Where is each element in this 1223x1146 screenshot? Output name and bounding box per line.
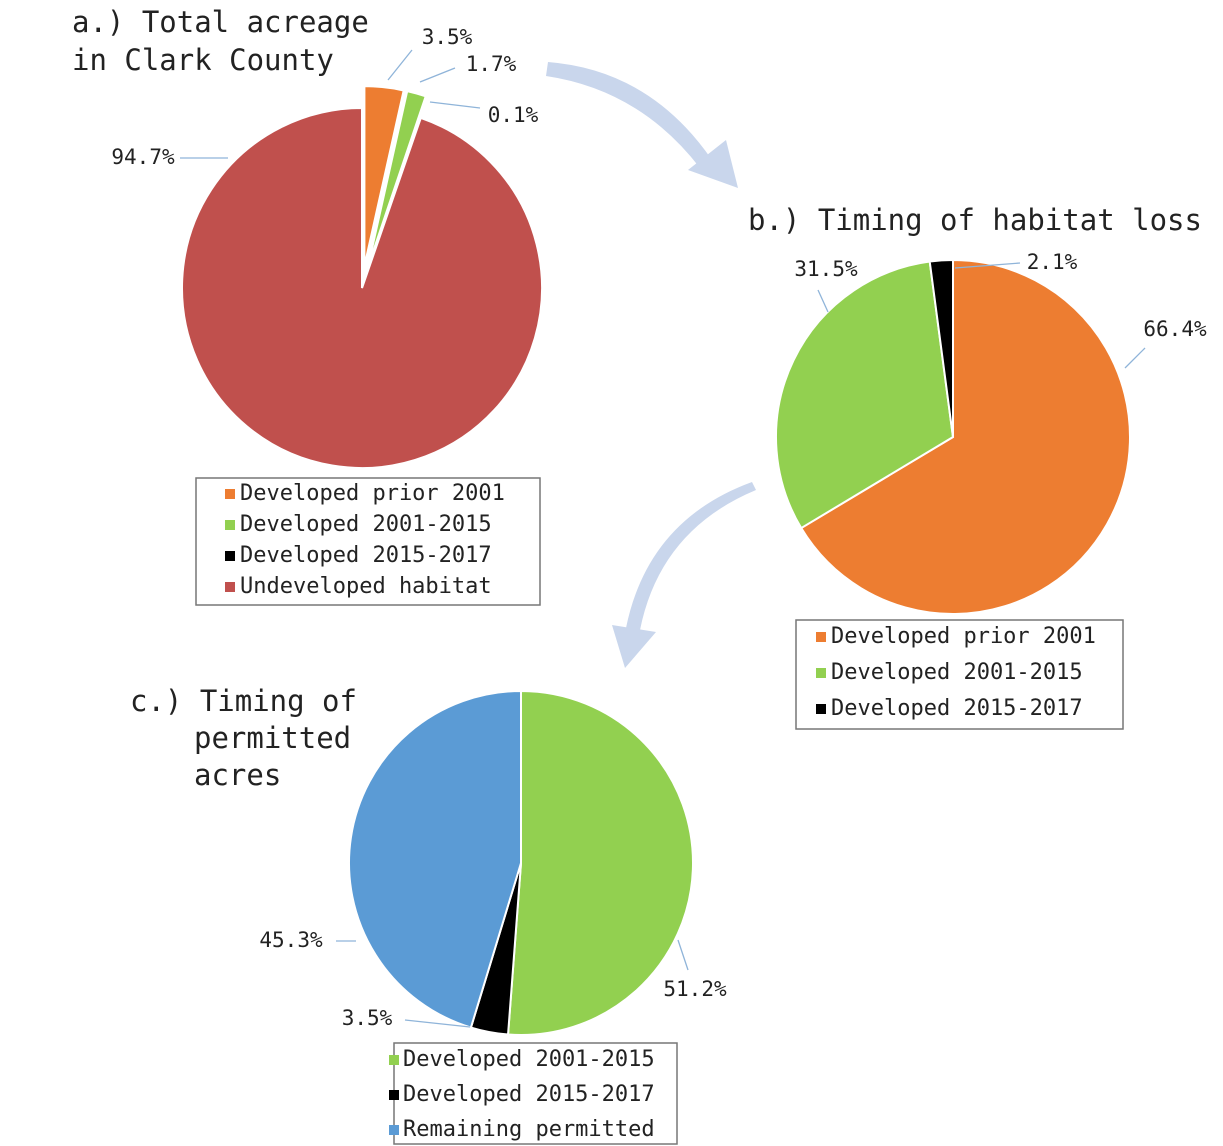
data-label: 45.3% [259, 928, 323, 952]
leader-line [429, 101, 481, 109]
legend-label: Undeveloped habitat [240, 574, 492, 599]
data-label: 94.7% [111, 145, 175, 169]
data-label: 2.1% [1027, 250, 1078, 274]
pie-slice [366, 89, 427, 268]
chart-title: permitted [194, 721, 351, 755]
legend-label: Developed prior 2001 [831, 624, 1096, 649]
legend-swatch [389, 1125, 399, 1135]
legend-label: Developed 2015-2017 [831, 696, 1083, 721]
arrow [546, 62, 756, 668]
leader-line [954, 262, 1021, 269]
chart-title: acres [194, 758, 281, 792]
leader-line [404, 1019, 471, 1028]
data-label: 0.1% [488, 103, 539, 127]
leader-line [817, 289, 829, 313]
legend-swatch [389, 1055, 399, 1065]
data-label: 51.2% [663, 977, 727, 1001]
leader-line [677, 939, 689, 971]
legend-swatch [816, 668, 826, 678]
legend-box [195, 477, 541, 606]
legend-swatch [225, 489, 235, 499]
legend-swatch [389, 1090, 399, 1100]
legend-label: Developed 2015-2017 [240, 543, 492, 568]
legend-box [393, 1042, 678, 1145]
legend-swatch [816, 632, 826, 642]
data-label: 3.5% [342, 1006, 393, 1030]
legend-swatch [225, 551, 235, 561]
leader-line [387, 49, 413, 81]
data-label: 3.5% [422, 25, 473, 49]
chart-title: c.) Timing of [130, 684, 357, 718]
legend-label: Developed 2001-2015 [240, 512, 492, 537]
chart-title: in Clark County [72, 43, 334, 77]
pie-slice [348, 689, 522, 1029]
pie-slice [928, 258, 954, 438]
legend-label: Remaining permitted [403, 1117, 655, 1142]
pie-slice [506, 689, 695, 1036]
data-label: 31.5% [794, 257, 858, 281]
legend-label: Developed 2015-2017 [403, 1082, 655, 1107]
legend-swatch [225, 520, 235, 530]
chart-title: b.) Timing of habitat loss [748, 203, 1202, 237]
pie-slice [775, 260, 955, 530]
chart-title: a.) Total acreage [72, 5, 369, 39]
pie-slice [799, 258, 1131, 615]
legend-box [795, 619, 1124, 730]
data-label: 1.7% [466, 52, 517, 76]
legend-label: Developed prior 2001 [240, 481, 505, 506]
legend-label: Developed 2001-2015 [403, 1047, 655, 1072]
pie-slice [363, 85, 405, 267]
data-label: 66.4% [1143, 317, 1207, 341]
legend-label: Developed 2001-2015 [831, 660, 1083, 685]
legend-swatch [816, 704, 826, 714]
pie-slice [181, 106, 543, 469]
leader-line [1124, 347, 1146, 369]
leader-line [419, 67, 456, 83]
legend-swatch [225, 582, 235, 592]
